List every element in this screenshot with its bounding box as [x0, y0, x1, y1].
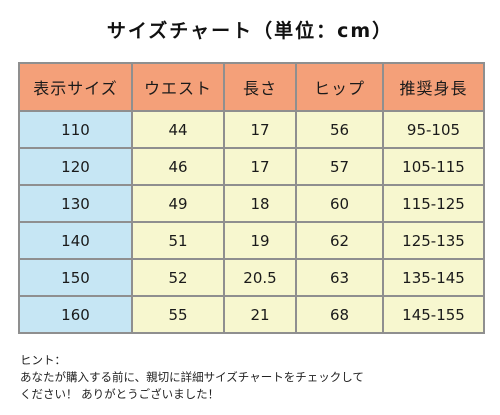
cell-height: 125-135	[382, 221, 485, 260]
cell-height: 135-145	[382, 258, 485, 297]
cell-height: 145-155	[382, 295, 485, 334]
size-chart-table: 表示サイズ ウエスト 長さ ヒップ 推奨身長 110 44 17 56 95-1…	[18, 62, 485, 334]
table-row: 130 49 18 60 115-125	[18, 184, 485, 223]
hint-line-1: あなたが購入する前に、親切に詳細サイズチャートをチェックして	[20, 370, 364, 384]
cell-waist: 52	[131, 258, 225, 297]
cell-hip: 60	[295, 184, 384, 223]
cell-size: 150	[18, 258, 133, 297]
cell-size: 130	[18, 184, 133, 223]
cell-waist: 44	[131, 110, 225, 149]
cell-waist: 51	[131, 221, 225, 260]
cell-length: 17	[223, 147, 297, 186]
cell-hip: 68	[295, 295, 384, 334]
cell-hip: 57	[295, 147, 384, 186]
cell-length: 17	[223, 110, 297, 149]
header-waist: ウエスト	[131, 62, 225, 112]
cell-length: 18	[223, 184, 297, 223]
cell-length: 21	[223, 295, 297, 334]
cell-length: 19	[223, 221, 297, 260]
cell-height: 115-125	[382, 184, 485, 223]
cell-size: 120	[18, 147, 133, 186]
hint-line-2: ください！ ありがとうございました！	[20, 387, 220, 401]
table-header-row: 表示サイズ ウエスト 長さ ヒップ 推奨身長	[18, 62, 485, 112]
cell-size: 160	[18, 295, 133, 334]
table-row: 150 52 20.5 63 135-145	[18, 258, 485, 297]
header-hip: ヒップ	[295, 62, 384, 112]
table-row: 160 55 21 68 145-155	[18, 295, 485, 334]
cell-waist: 46	[131, 147, 225, 186]
cell-size: 110	[18, 110, 133, 149]
table-row: 120 46 17 57 105-115	[18, 147, 485, 186]
cell-hip: 62	[295, 221, 384, 260]
size-hint-note: ヒント： あなたが購入する前に、親切に詳細サイズチャートをチェックして ください…	[20, 352, 490, 403]
table-row: 110 44 17 56 95-105	[18, 110, 485, 149]
chart-title: サイズチャート（単位：cm）	[106, 20, 394, 42]
cell-waist: 49	[131, 184, 225, 223]
cell-waist: 55	[131, 295, 225, 334]
cell-height: 105-115	[382, 147, 485, 186]
header-recommended-height: 推奨身長	[382, 62, 485, 112]
cell-length: 20.5	[223, 258, 297, 297]
cell-size: 140	[18, 221, 133, 260]
cell-hip: 63	[295, 258, 384, 297]
table-row: 140 51 19 62 125-135	[18, 221, 485, 260]
cell-height: 95-105	[382, 110, 485, 149]
header-display-size: 表示サイズ	[18, 62, 133, 112]
hint-label: ヒント：	[20, 353, 66, 367]
cell-hip: 56	[295, 110, 384, 149]
header-length: 長さ	[223, 62, 297, 112]
